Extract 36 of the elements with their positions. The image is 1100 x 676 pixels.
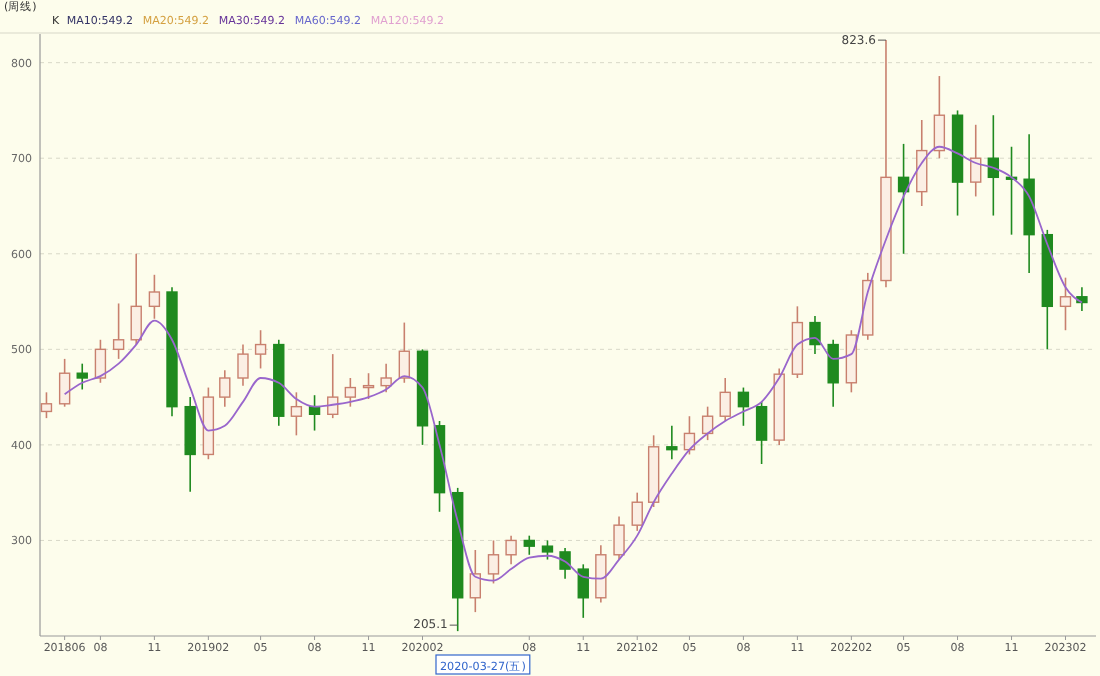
candlestick: [76, 362, 88, 391]
candlestick: [1059, 276, 1072, 332]
candlestick: [327, 353, 339, 419]
candlestick: [827, 338, 839, 408]
candlestick: [845, 329, 858, 394]
candlestick: [40, 391, 53, 419]
candlestick: [362, 372, 375, 400]
candlestick: [254, 329, 267, 370]
candlestick: [933, 75, 946, 160]
candlestick: [577, 563, 589, 619]
candlestick: [94, 338, 107, 384]
candlestick: [523, 534, 535, 556]
candlestick: [148, 274, 161, 320]
candlestick: [809, 315, 821, 355]
candlestick: [344, 377, 357, 408]
candlestick: [219, 369, 231, 408]
candlestick: [666, 424, 678, 461]
candlestick: [719, 377, 731, 422]
candlestick: [130, 252, 142, 346]
candlestick: [398, 321, 411, 384]
candlestick: [184, 396, 196, 493]
candlestick: [755, 401, 768, 465]
candlestick: [631, 491, 643, 532]
candlestick: [613, 515, 625, 561]
candlestick: [541, 539, 554, 561]
candlestick: [487, 539, 500, 585]
candlestick: [112, 302, 125, 360]
candlestick: [237, 343, 249, 387]
candlestick: [380, 362, 392, 394]
candlestick: [1076, 286, 1088, 312]
candlestick: [737, 386, 750, 427]
candlestick: [595, 544, 607, 604]
candlestick: [290, 391, 303, 437]
candlestick: [469, 549, 482, 613]
candlestick: [58, 358, 71, 408]
candlestick: [505, 534, 517, 566]
